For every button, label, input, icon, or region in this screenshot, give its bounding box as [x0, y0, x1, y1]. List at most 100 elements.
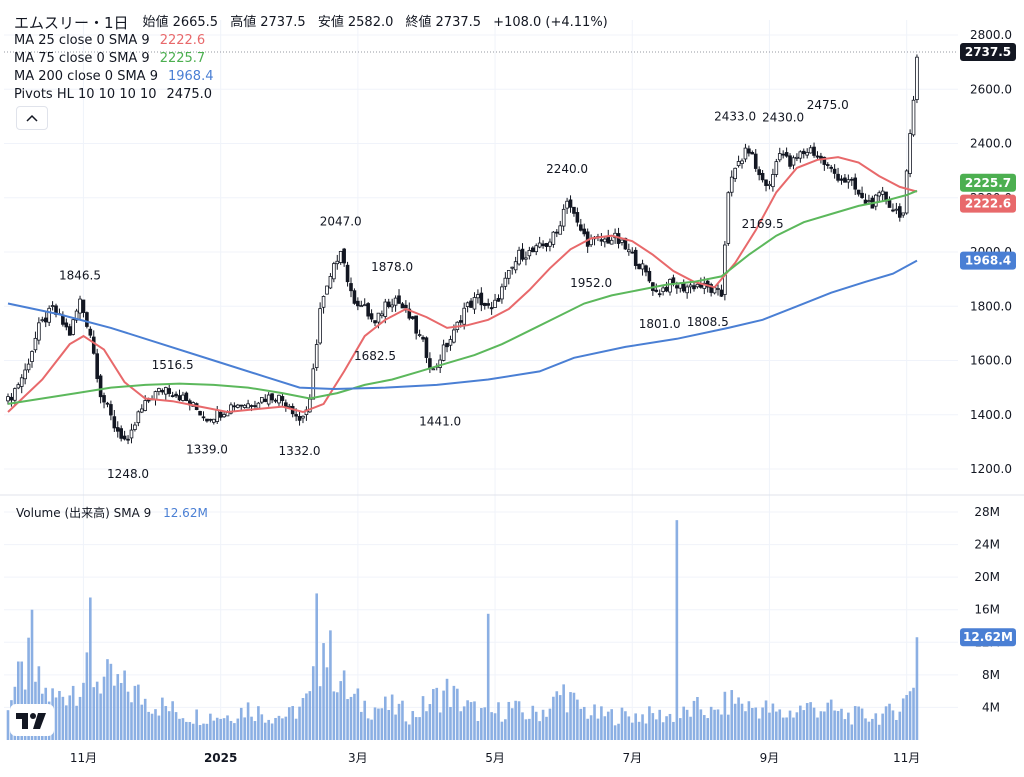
- volume-bar: [737, 697, 740, 740]
- volume-bar: [380, 708, 384, 740]
- candle-body: [517, 249, 521, 265]
- symbol-title[interactable]: エムスリー・1日: [14, 14, 129, 32]
- price-badge: [960, 42, 1016, 61]
- candle-body: [675, 285, 679, 289]
- volume-bar: [71, 685, 75, 740]
- indicator-pivots[interactable]: Pivots HL 10 10 10 10 2475.0: [14, 86, 612, 104]
- volume-bar: [178, 718, 181, 740]
- candle-body: [723, 244, 727, 295]
- volume-bar: [438, 712, 442, 740]
- volume-bar: [864, 718, 867, 740]
- pivot-label: 1339.0: [186, 442, 228, 456]
- candle-body: [458, 320, 463, 323]
- volume-bar: [572, 692, 576, 740]
- volume-bar: [514, 700, 517, 740]
- volume-bar: [404, 721, 408, 740]
- candle-body: [366, 303, 370, 317]
- volume-legend[interactable]: Volume (出来高) SMA 9 12.62M: [16, 504, 208, 521]
- volume-bar: [363, 700, 367, 740]
- candle-body: [115, 427, 120, 432]
- volume-bar: [853, 706, 857, 740]
- indicator-label: MA 25 close 0 SMA 9: [14, 33, 150, 48]
- candle-body: [284, 402, 288, 407]
- candle-body: [836, 173, 840, 181]
- candle-body: [750, 152, 755, 155]
- candle-body: [506, 269, 511, 279]
- volume-bar: [799, 705, 802, 740]
- ma-line: [7, 156, 918, 414]
- candle-body: [599, 239, 604, 242]
- volume-bar: [263, 722, 267, 740]
- volume-bar: [569, 692, 572, 740]
- volume-bar: [521, 712, 524, 740]
- volume-bar: [456, 688, 459, 740]
- candle-body: [438, 359, 442, 368]
- volume-bar: [366, 718, 370, 740]
- volume-bar: [246, 702, 250, 740]
- price-badge-label: 2222.6: [965, 197, 1011, 211]
- volume-bar: [459, 711, 463, 740]
- volume-bar: [281, 718, 284, 740]
- price-tick-label: 2400.0: [970, 137, 1012, 151]
- volume-badge-label: 12.62M: [963, 630, 1013, 644]
- chevron-up-icon: [26, 114, 38, 122]
- candle-body: [716, 288, 720, 290]
- candle-body: [568, 199, 573, 208]
- candle-body: [184, 392, 189, 402]
- price-tick-label: 2600.0: [970, 82, 1012, 96]
- volume-bar: [164, 706, 168, 740]
- volume-bar: [257, 706, 260, 740]
- indicator-ma25[interactable]: MA 25 close 0 SMA 9 2222.6: [14, 32, 612, 50]
- volume-bar: [555, 691, 559, 740]
- volume-bar: [610, 709, 613, 740]
- volume-bar: [860, 708, 864, 740]
- volume-bar: [462, 706, 466, 740]
- volume-bar: [678, 718, 682, 740]
- candle-body: [218, 411, 223, 418]
- candle-body: [548, 241, 552, 247]
- candle-body: [356, 300, 360, 307]
- candle-body: [277, 394, 281, 404]
- candle-body: [26, 363, 31, 371]
- candle-body: [85, 312, 89, 327]
- volume-bar: [490, 712, 493, 740]
- candle-body: [236, 404, 240, 408]
- candle-body: [40, 319, 45, 322]
- tradingview-logo-icon[interactable]: [10, 704, 54, 736]
- pivot-label: 1248.0: [107, 467, 149, 481]
- candle-body: [448, 339, 453, 346]
- volume-bar: [185, 721, 188, 740]
- volume-bar: [432, 689, 435, 740]
- candle-body: [321, 296, 326, 308]
- volume-bar: [311, 666, 315, 740]
- volume-bar: [209, 713, 212, 740]
- volume-bar: [353, 693, 356, 740]
- volume-bar: [901, 698, 905, 740]
- volume-bar: [411, 711, 415, 740]
- indicator-ma75[interactable]: MA 75 close 0 SMA 9 2225.7: [14, 50, 612, 68]
- volume-bar: [473, 701, 476, 740]
- candle-body: [373, 320, 377, 324]
- legend-collapse-button[interactable]: [16, 106, 48, 130]
- volume-bar: [202, 723, 205, 740]
- candle-body: [771, 174, 775, 188]
- volume-bar: [733, 703, 737, 740]
- volume-bar: [576, 699, 579, 740]
- volume-bar: [805, 703, 809, 740]
- candle-body: [139, 408, 144, 413]
- volume-bar: [442, 690, 445, 740]
- candle-body: [719, 289, 724, 297]
- indicator-ma200[interactable]: MA 200 close 0 SMA 9 1968.4: [14, 68, 612, 86]
- candle-body: [376, 312, 381, 323]
- candle-body: [510, 266, 515, 269]
- price-badge-label: 2737.5: [965, 45, 1011, 59]
- logo-mark: [16, 713, 46, 729]
- candle-body: [747, 148, 751, 154]
- candle-body: [664, 286, 669, 292]
- volume-bar: [548, 708, 552, 740]
- volume-bar: [150, 713, 154, 740]
- price-tick-label: 1200.0: [970, 462, 1012, 476]
- candle-body: [280, 396, 285, 401]
- volume-bar: [267, 719, 270, 740]
